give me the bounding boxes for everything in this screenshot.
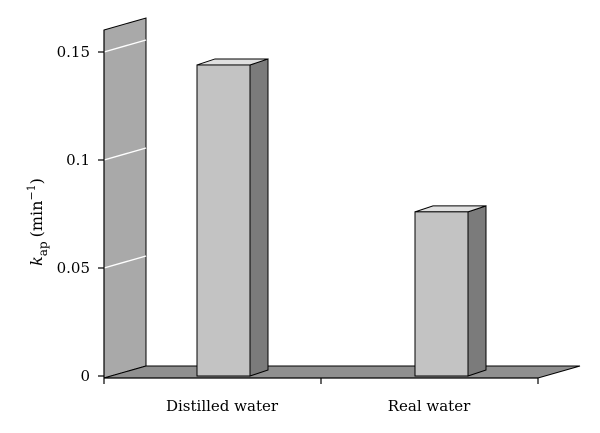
bar [414, 205, 487, 377]
y-axis-label: kap (min−1) [25, 178, 50, 266]
y-axis-label-sub: ap [36, 241, 50, 256]
bar-side [249, 58, 269, 377]
bars [196, 58, 487, 377]
y-axis-label-unit-sup: −1 [25, 184, 38, 200]
gridlines [103, 39, 147, 269]
chart-back-wall [103, 17, 147, 379]
y-axis-label-var: k [27, 256, 46, 266]
chart-floor [103, 365, 581, 379]
y-axis-label-unit: (min [27, 201, 46, 238]
y-tick-label: 0.05 [57, 259, 90, 277]
gridline [103, 39, 147, 53]
y-tick-label: 0.1 [66, 151, 90, 169]
y-tick-label: 0 [80, 367, 90, 385]
gridline [103, 147, 147, 161]
y-axis-label-unit-close: ) [27, 178, 46, 184]
bar [196, 58, 269, 377]
bar-side [467, 205, 487, 377]
y-axis-ticks: 0 0.05 0.1 0.15 [57, 43, 104, 385]
y-tick-label: 0.15 [57, 43, 90, 61]
category-label: Real water [388, 397, 471, 415]
bar-front [414, 211, 469, 377]
bar-front [196, 64, 251, 377]
gridline [103, 255, 147, 269]
category-labels: Distilled water Real water [166, 397, 471, 415]
category-label: Distilled water [166, 397, 279, 415]
